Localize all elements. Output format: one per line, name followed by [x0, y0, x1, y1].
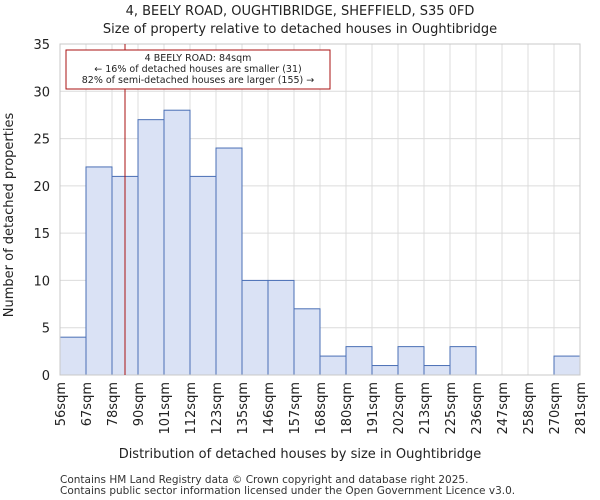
x-tick-label: 123sqm: [210, 382, 225, 435]
x-tick-label: 67sqm: [80, 382, 95, 426]
chart-title: 4, BEELY ROAD, OUGHTIBRIDGE, SHEFFIELD, …: [126, 4, 475, 19]
annotation-line-1: 4 BEELY ROAD: 84sqm: [145, 53, 252, 64]
x-tick-label: 202sqm: [392, 382, 407, 435]
annotation-box: 4 BEELY ROAD: 84sqm ← 16% of detached ho…: [65, 49, 331, 90]
bar-213sqm: [423, 365, 451, 376]
y-tick-label: 10: [33, 274, 50, 289]
y-tick-label: 15: [33, 227, 50, 242]
bar-225sqm: [449, 346, 477, 376]
bar-157sqm: [293, 308, 321, 376]
x-tick-label: 56sqm: [54, 382, 69, 426]
x-tick-label: 180sqm: [340, 382, 355, 435]
chart-subtitle: Size of property relative to detached ho…: [103, 22, 497, 37]
bar-90sqm: [137, 119, 165, 376]
footer-line-2: Contains public sector information licen…: [60, 485, 515, 497]
annotation-line-2: ← 16% of detached houses are smaller (31…: [94, 64, 301, 75]
y-tick-label: 35: [33, 38, 50, 53]
footer-line-1: Contains HM Land Registry data © Crown c…: [60, 474, 468, 486]
x-tick-label: 112sqm: [184, 382, 199, 435]
bar-56sqm: [59, 336, 87, 376]
x-tick-label: 146sqm: [262, 382, 277, 435]
bar-191sqm: [371, 365, 399, 376]
x-tick-label: 247sqm: [496, 382, 511, 435]
x-tick-label: 101sqm: [158, 382, 173, 435]
x-tick-label: 258sqm: [522, 382, 537, 435]
x-tick-label: 213sqm: [418, 382, 433, 435]
x-tick-label: 157sqm: [288, 382, 303, 435]
plot-frame: [59, 43, 581, 376]
bar-202sqm: [397, 346, 425, 376]
x-tick-label: 225sqm: [444, 382, 459, 435]
bar-123sqm: [215, 147, 243, 376]
y-axis-label: Number of detached properties: [2, 113, 17, 318]
y-tick-label: 20: [33, 180, 50, 195]
bar-180sqm: [345, 346, 373, 376]
annotation-line-3: 82% of semi-detached houses are larger (…: [82, 75, 315, 86]
x-tick-label: 236sqm: [470, 382, 485, 435]
y-tick-label: 30: [33, 85, 50, 100]
x-tick-label: 78sqm: [106, 382, 121, 426]
bar-67sqm: [85, 166, 113, 376]
y-tick-label: 0: [42, 369, 50, 384]
y-tick-label: 5: [42, 322, 50, 337]
x-tick-label: 270sqm: [548, 382, 563, 435]
annotation-frame: [65, 49, 331, 90]
bar-112sqm: [189, 175, 217, 376]
y-axis-ticks: 0 5 10 15 20 25 30 35: [33, 38, 50, 384]
bar-101sqm: [163, 109, 191, 376]
x-tick-label: 191sqm: [366, 382, 381, 435]
x-axis-ticks: 56sqm 67sqm 78sqm 90sqm 101sqm 112sqm 123sqm 13…: [54, 382, 589, 435]
y-tick-label: 25: [33, 133, 50, 148]
bar-168sqm: [319, 355, 347, 376]
x-tick-label: 281sqm: [574, 382, 589, 435]
bar-135sqm: [241, 279, 269, 376]
x-tick-label: 168sqm: [314, 382, 329, 435]
bar-270sqm: [553, 355, 581, 376]
bar-146sqm: [267, 279, 295, 376]
x-axis-label: Distribution of detached houses by size …: [119, 447, 482, 462]
x-tick-label: 90sqm: [132, 382, 147, 426]
x-tick-label: 135sqm: [236, 382, 251, 435]
